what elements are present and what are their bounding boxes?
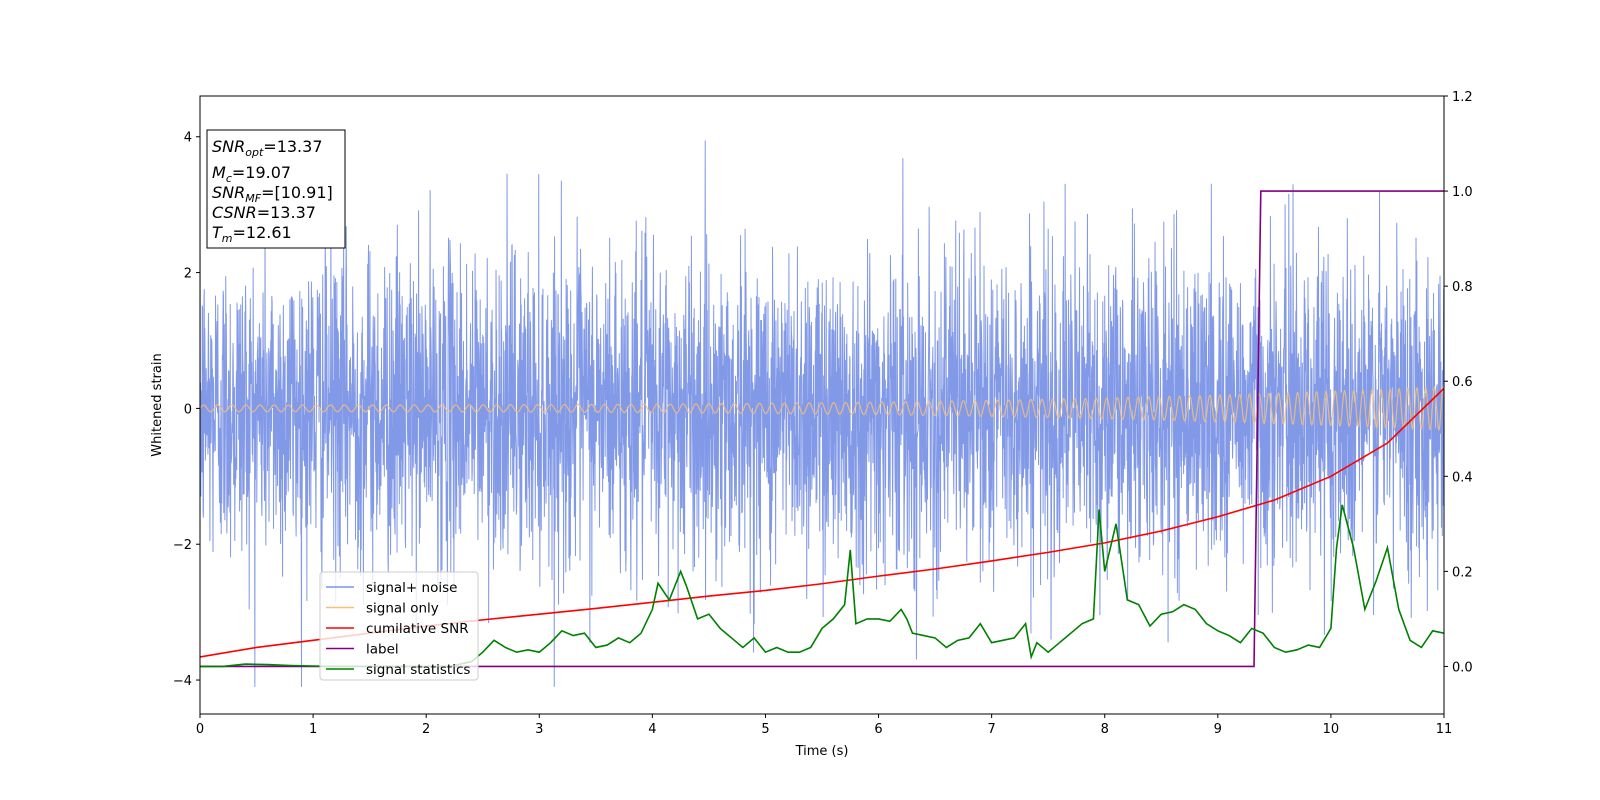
x-tick-label-1: 1 bbox=[309, 722, 317, 737]
y-left-tick-label-2: 0 bbox=[184, 402, 192, 417]
x-tick-label-0: 0 bbox=[196, 722, 204, 737]
legend-label-2: cumilative SNR bbox=[366, 621, 469, 637]
x-axis: 0 1 2 3 4 5 6 7 8 9 10 11 bbox=[196, 714, 1452, 737]
x-tick-label-10: 10 bbox=[1323, 722, 1340, 737]
annotation-box: SNRopt=13.37 Mc=19.07 SNRMF=[10.91] CSNR… bbox=[206, 129, 346, 249]
series-label bbox=[200, 190, 1444, 668]
legend-frame bbox=[319, 571, 479, 681]
y-left-tick-label-4: 4 bbox=[184, 131, 192, 146]
annotation-chirp-mass: Mc=19.07 bbox=[212, 163, 291, 185]
y-right-tick-label-2: 0.4 bbox=[1452, 470, 1473, 485]
legend-label-0: signal+ noise bbox=[366, 580, 457, 596]
annotation-snr-opt: SNRopt=13.37 bbox=[212, 137, 323, 159]
legend-label-3: label bbox=[366, 642, 399, 658]
plot-frame bbox=[199, 95, 1445, 715]
x-tick-label-11: 11 bbox=[1436, 722, 1453, 737]
x-tick-label-9: 9 bbox=[1214, 722, 1222, 737]
y-right-tick-label-6: 1.2 bbox=[1452, 90, 1473, 105]
annotation-csnr: CSNR=13.37 bbox=[212, 203, 316, 222]
x-axis-label: Time (s) bbox=[795, 744, 849, 759]
x-tick-label-3: 3 bbox=[535, 722, 543, 737]
x-tick-label-7: 7 bbox=[987, 722, 995, 737]
legend-label-1: signal only bbox=[366, 601, 439, 617]
legend-label-4: signal statistics bbox=[366, 662, 470, 678]
y-right-tick-label-1: 0.2 bbox=[1452, 565, 1473, 580]
legend: signal+ noise signal only cumilative SNR la… bbox=[319, 571, 479, 681]
y-left-tick-label-0: −4 bbox=[173, 674, 192, 689]
y-right-tick-label-5: 1.0 bbox=[1452, 185, 1473, 200]
x-tick-label-6: 6 bbox=[874, 722, 882, 737]
y-right-tick-label-3: 0.6 bbox=[1452, 375, 1473, 390]
annotation-snr-mf: SNRMF=[10.91] bbox=[212, 183, 333, 205]
x-tick-label-4: 4 bbox=[648, 722, 656, 737]
series-signal-statistics bbox=[200, 504, 1444, 668]
y-axis-right: 0.0 0.2 0.4 0.6 0.8 1.0 1.2 bbox=[1444, 90, 1473, 675]
series-signal-only bbox=[200, 385, 1444, 431]
y-axis-left-label: Whitened strain bbox=[150, 353, 165, 456]
y-left-tick-label-3: 2 bbox=[184, 267, 192, 282]
annotation-frame bbox=[206, 129, 346, 249]
series-layer bbox=[200, 140, 1444, 687]
annotation-tm: Tm=12.61 bbox=[212, 223, 292, 245]
x-tick-label-2: 2 bbox=[422, 722, 430, 737]
y-left-tick-label-1: −2 bbox=[173, 538, 192, 553]
x-tick-label-8: 8 bbox=[1101, 722, 1109, 737]
y-axis-left: −4 −2 0 2 4 bbox=[173, 131, 200, 689]
x-tick-label-5: 5 bbox=[761, 722, 769, 737]
y-right-tick-label-0: 0.0 bbox=[1452, 660, 1473, 675]
y-right-tick-label-4: 0.8 bbox=[1452, 280, 1473, 295]
